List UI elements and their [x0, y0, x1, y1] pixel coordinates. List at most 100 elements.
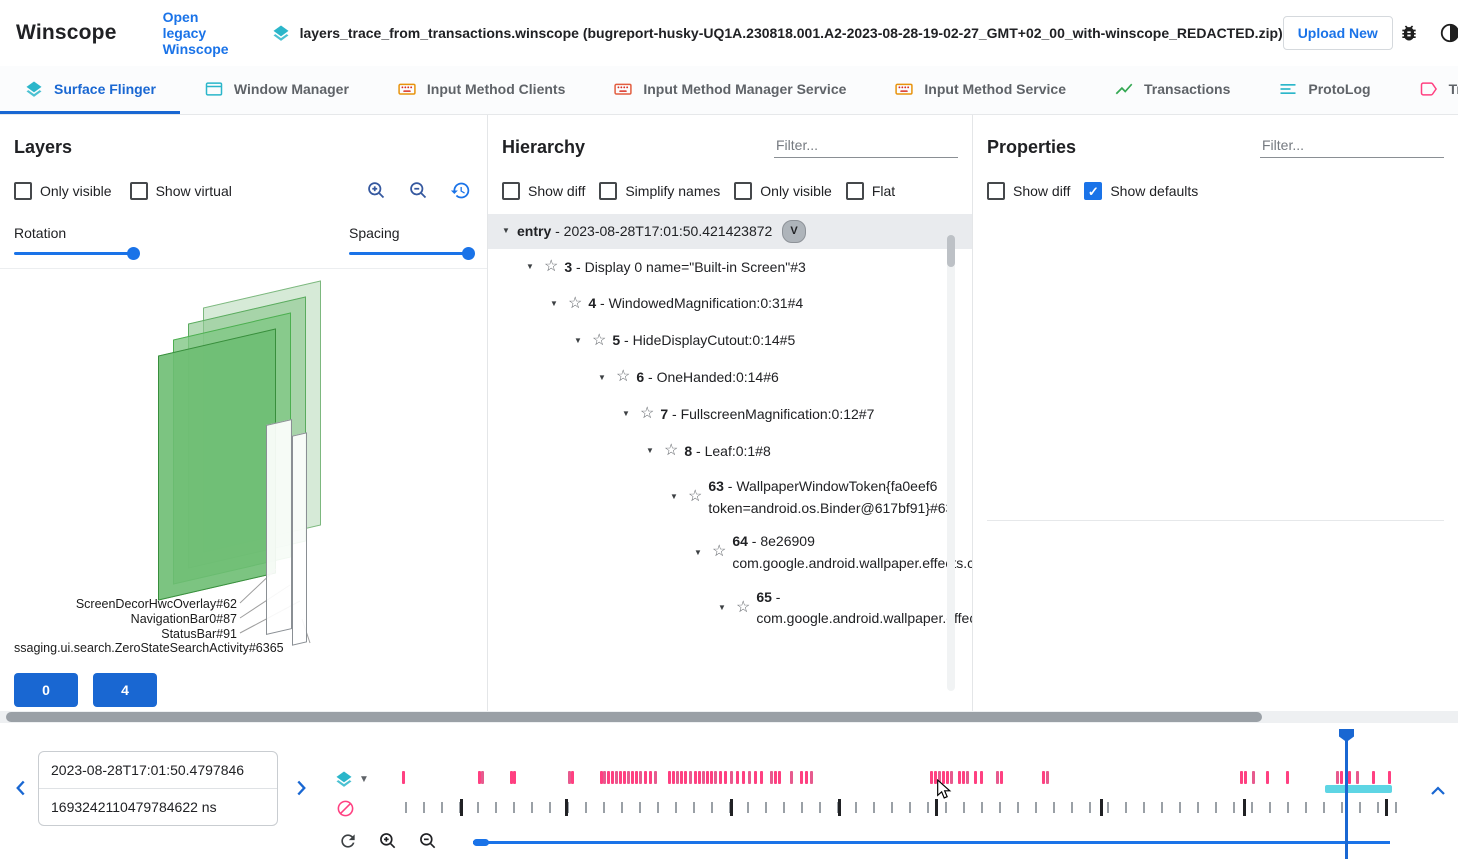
app-title: Winscope: [16, 21, 117, 44]
collapse-arrow-icon[interactable]: ▼: [574, 335, 582, 345]
checkbox-unchecked[interactable]: [987, 182, 1005, 200]
star-icon[interactable]: ☆: [712, 543, 727, 561]
star-icon[interactable]: ☆: [688, 488, 703, 506]
horizontal-scrollbar-thumb[interactable]: [6, 712, 1262, 722]
display-button-4[interactable]: 4: [93, 673, 157, 707]
tree-node[interactable]: ▼ ☆ 8 - Leaf:0:1#8: [488, 433, 972, 470]
collapse-arrow-icon[interactable]: ▼: [718, 603, 726, 613]
properties-divider: [987, 520, 1444, 521]
star-icon[interactable]: ☆: [616, 368, 631, 386]
tab-label: Window Manager: [233, 80, 349, 97]
display-button-0[interactable]: 0: [14, 673, 78, 707]
tree-node[interactable]: ▼ ☆ 6 - OneHanded:0:14#6: [488, 359, 972, 396]
checkbox-unchecked[interactable]: [845, 182, 864, 200]
show-diff-checkbox[interactable]: Show diff: [987, 182, 1070, 200]
timeline-zoom-out-icon[interactable]: [418, 831, 438, 851]
timestamp-human[interactable]: 2023-08-28T17:01:50.4797846: [51, 762, 245, 778]
collapse-arrow-icon[interactable]: ▼: [502, 226, 510, 236]
tree-node-entry[interactable]: ▼ entry - 2023-08-28T17:01:50.421423872 …: [488, 214, 972, 250]
transactions-trace-row[interactable]: [400, 768, 1415, 820]
hierarchy-scrollbar-thumb[interactable]: [947, 235, 955, 267]
tab-protolog[interactable]: ProtoLog: [1254, 66, 1394, 114]
properties-filter-input[interactable]: [1260, 133, 1444, 158]
timestamp-card: 2023-08-28T17:01:50.4797846 169324211047…: [38, 751, 278, 826]
upload-new-button[interactable]: Upload New: [1282, 16, 1393, 50]
star-icon[interactable]: ☆: [640, 405, 655, 423]
flat-checkbox[interactable]: Flat: [845, 182, 895, 200]
show-diff-checkbox[interactable]: Show diff: [502, 182, 585, 200]
collapse-arrow-icon[interactable]: ▼: [670, 492, 678, 502]
collapse-arrow-icon[interactable]: ▼: [550, 299, 558, 309]
timeline-selection[interactable]: [1325, 785, 1392, 793]
tree-node[interactable]: ▼ ☆ 4 - WindowedMagnification:0:31#4: [488, 286, 972, 323]
show-defaults-checkbox[interactable]: ✓ Show defaults: [1084, 182, 1198, 200]
layer-strip[interactable]: [292, 432, 307, 646]
tree-node-label: 3 - Display 0 name="Built-in Screen"#3: [564, 258, 806, 275]
prev-entry-chevron-icon[interactable]: [8, 775, 34, 806]
timeline-zoom-range-slider[interactable]: [473, 839, 1390, 846]
tab-input-method-manager-service[interactable]: Input Method Manager Service: [589, 66, 870, 114]
tab-label: ProtoLog: [1308, 80, 1371, 97]
checkbox-unchecked[interactable]: [129, 181, 148, 200]
hierarchy-scrollbar[interactable]: [947, 235, 955, 691]
tree-node-label: 63 - WallpaperWindowToken{fa0eef6 token=…: [708, 477, 954, 516]
checkbox-checked[interactable]: ✓: [1084, 182, 1103, 200]
tab-transitions[interactable]: Tr: [1395, 66, 1458, 114]
transactions-disabled-icon[interactable]: [336, 799, 355, 818]
star-icon[interactable]: ☆: [592, 331, 607, 349]
collapse-arrow-icon[interactable]: ▼: [622, 409, 630, 419]
only-visible-checkbox[interactable]: Only visible: [734, 182, 832, 200]
checkbox-unchecked[interactable]: [734, 182, 753, 200]
star-icon[interactable]: ☆: [664, 442, 679, 460]
zoom-in-icon[interactable]: [364, 178, 389, 203]
bug-report-icon[interactable]: [1397, 21, 1421, 45]
show-virtual-checkbox[interactable]: Show virtual: [129, 181, 232, 200]
layers-3d-view[interactable]: ScreenDecorHwcOverlay#62 NavigationBar0#…: [0, 268, 487, 661]
only-visible-checkbox[interactable]: Only visible: [14, 181, 112, 200]
collapse-arrow-icon[interactable]: ▼: [526, 262, 534, 272]
checkbox-unchecked[interactable]: [599, 182, 618, 200]
tab-input-method-service[interactable]: Input Method Service: [870, 66, 1090, 114]
file-name: layers_trace_from_transactions.winscope …: [299, 25, 1283, 41]
layer-strip[interactable]: [266, 418, 292, 636]
collapse-arrow-icon[interactable]: ▼: [694, 547, 702, 557]
tree-node[interactable]: ▼ ☆ 7 - FullscreenMagnification:0:12#7: [488, 396, 972, 433]
timeline-zoom-in-icon[interactable]: [378, 831, 398, 851]
timestamp-ns[interactable]: 1693242110479784622 ns: [39, 788, 277, 825]
horizontal-scrollbar[interactable]: [0, 711, 1458, 723]
tree-node[interactable]: ▼ ☆ 65 - com.google.android.wallpaper.eff…: [488, 581, 972, 636]
zoom-out-icon[interactable]: [406, 178, 431, 203]
sf-trace-layers-icon[interactable]: [334, 769, 354, 789]
tab-surface-flinger[interactable]: Surface Flinger: [0, 66, 180, 114]
hierarchy-filter-input[interactable]: [774, 133, 958, 158]
reset-view-icon[interactable]: [448, 178, 473, 203]
tree-node[interactable]: ▼ ☆ 63 - WallpaperWindowToken{fa0eef6 tok…: [488, 470, 972, 525]
tab-transactions[interactable]: Transactions: [1090, 66, 1254, 114]
expand-timeline-chevron-icon[interactable]: [1426, 779, 1450, 808]
simplify-names-checkbox[interactable]: Simplify names: [599, 182, 720, 200]
collapse-arrow-icon[interactable]: ▼: [598, 372, 606, 382]
star-icon[interactable]: ☆: [544, 258, 559, 276]
refresh-icon[interactable]: [338, 831, 358, 851]
tab-window-manager[interactable]: Window Manager: [180, 66, 373, 114]
collapse-arrow-icon[interactable]: ▼: [646, 446, 654, 456]
spacing-slider-thumb[interactable]: [462, 247, 475, 260]
open-legacy-winscope-link[interactable]: Open legacy Winscope: [162, 9, 229, 57]
timeline-track[interactable]: [400, 768, 1415, 830]
timeline-cursor[interactable]: [1345, 729, 1348, 859]
rotation-slider[interactable]: [14, 247, 140, 260]
sf-trace-row[interactable]: [400, 768, 1415, 786]
next-entry-chevron-icon[interactable]: [288, 775, 314, 806]
checkbox-unchecked[interactable]: [502, 182, 520, 200]
tree-node[interactable]: ▼ ☆ 64 - 8e26909 com.google.android.wallp…: [488, 525, 972, 580]
spacing-slider[interactable]: [349, 247, 475, 260]
tree-node[interactable]: ▼ ☆ 3 - Display 0 name="Built-in Screen"#…: [488, 249, 972, 286]
star-icon[interactable]: ☆: [568, 294, 583, 312]
tab-input-method-clients[interactable]: Input Method Clients: [373, 66, 589, 114]
rotation-slider-thumb[interactable]: [127, 247, 140, 260]
star-icon[interactable]: ☆: [736, 598, 751, 616]
tree-node[interactable]: ▼ ☆ 5 - HideDisplayCutout:0:14#5: [488, 323, 972, 360]
dark-mode-toggle-icon[interactable]: [1437, 20, 1458, 46]
checkbox-unchecked[interactable]: [14, 181, 32, 200]
trace-dropdown-caret-icon[interactable]: ▼: [359, 774, 369, 785]
